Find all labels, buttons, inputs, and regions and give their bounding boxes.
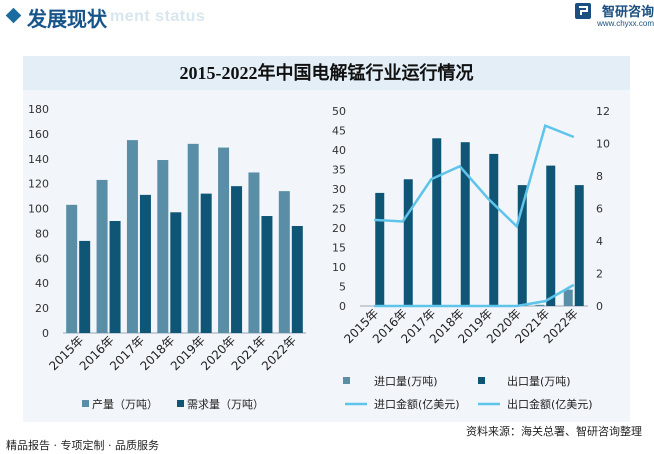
left-y-tick-label: 180 [28, 103, 49, 116]
export-volume-bar [375, 192, 385, 306]
right-chart-left-y-tick-label: 50 [332, 105, 346, 118]
right-chart-left-y-tick-label: 5 [339, 281, 346, 294]
legend-swatch-production [82, 400, 89, 407]
export-volume-bar [460, 142, 470, 306]
legend-label-export-value: 出口金额(亿美元) [507, 397, 593, 411]
legend-swatch-export-volume [478, 377, 485, 384]
production-bar [126, 140, 138, 333]
left-y-tick-label: 120 [28, 178, 49, 191]
demand-bar [109, 221, 121, 333]
footer-tagline: 精品报告 · 专项定制 · 品质服务 [6, 439, 159, 452]
production-bar [278, 191, 290, 333]
charts-svg: 0204060801001201401601802015年2016年2017年2… [28, 103, 610, 411]
import-value-line [374, 283, 575, 308]
import-volume-bar [563, 289, 573, 306]
header-bar: 发展现状 ment status 智研咨询 www.chyxx.com [0, 0, 654, 34]
brand-name: 智研咨询 [601, 5, 654, 20]
production-bar [187, 143, 199, 333]
demand-bar [261, 216, 273, 333]
right-chart-left-y-tick-label: 40 [332, 144, 346, 157]
left-y-tick-label: 140 [28, 153, 49, 166]
demand-bar [139, 194, 151, 333]
production-bar [157, 160, 169, 333]
export-volume-bar [432, 138, 442, 306]
production-bar [218, 147, 230, 333]
legend-label-production: 产量（万吨） [92, 397, 158, 411]
right-chart-right-y-tick-label: 4 [596, 235, 603, 248]
right-chart-left-y-tick-label: 30 [332, 183, 346, 196]
right-chart-left-y-tick-label: 35 [332, 164, 346, 177]
left-y-tick-label: 160 [28, 128, 49, 141]
right-chart-right-y-tick-label: 12 [596, 105, 610, 118]
right-chart-right-y-tick-label: 0 [596, 300, 603, 313]
right-chart-left-y-tick-label: 0 [339, 300, 346, 313]
left-y-tick-label: 40 [35, 277, 49, 290]
demand-bar [79, 240, 91, 333]
right-chart-right-y-tick-label: 10 [596, 138, 610, 151]
export-volume-bar [517, 185, 527, 306]
chart-title: 2015-2022年中国电解锰行业运行情况 [179, 63, 474, 83]
production-bar [66, 204, 78, 333]
right-chart-left-y-tick-label: 15 [332, 242, 346, 255]
chart-title-band: 2015-2022年中国电解锰行业运行情况 [23, 56, 630, 90]
legend-label-import-volume: 进口量(万吨) [374, 375, 438, 388]
export-volume-bar [403, 179, 413, 306]
right-chart-right-y-tick-label: 8 [596, 170, 603, 183]
demand-bar [170, 212, 182, 333]
left-y-tick-label: 0 [42, 327, 49, 340]
right-chart-left-y-tick-label: 20 [332, 222, 346, 235]
left-y-tick-label: 100 [28, 203, 49, 216]
left-y-tick-label: 80 [35, 227, 49, 240]
left-y-tick-label: 60 [35, 252, 49, 265]
legend-label-demand: 需求量（万吨） [187, 398, 264, 411]
brand-url: www.chyxx.com [597, 19, 654, 28]
section-title: 发展现状 [27, 7, 107, 31]
export-volume-bar [489, 153, 499, 306]
legend-label-export-volume: 出口量(万吨) [507, 374, 571, 388]
left-y-tick-label: 20 [35, 302, 49, 315]
legend-swatch-import-volume [343, 377, 350, 384]
production-bar [96, 179, 108, 333]
legend-label-import-value: 进口金额(亿美元) [374, 397, 460, 411]
demand-bar [200, 193, 212, 333]
section-subtitle: ment status [110, 8, 206, 25]
brand-logo-icon [575, 3, 591, 19]
right-chart-left-y-tick-label: 45 [332, 125, 346, 138]
right-chart-right-y-tick-label: 6 [596, 203, 603, 216]
left-x-tick-label: 2022年 [259, 333, 299, 373]
demand-bar [291, 225, 303, 333]
legend-swatch-demand [177, 400, 184, 407]
chart-area: 0 20 40 60 80 100 120 140 160 180 2015年 2016年 2017年 2… [23, 90, 630, 422]
section-diamond-icon [5, 7, 22, 24]
right-chart-left-y-tick-label: 25 [332, 203, 346, 216]
production-bar [248, 172, 260, 333]
export-volume-bar [574, 185, 584, 306]
import-volume-bar [535, 304, 545, 306]
footer-source: 资料来源：海关总署、智研咨询整理 [466, 425, 642, 438]
right-chart-left-y-tick-label: 10 [332, 261, 346, 274]
export-value-line [374, 123, 575, 229]
demand-bar [231, 186, 243, 333]
right-chart-right-y-tick-label: 2 [596, 268, 603, 281]
export-volume-bar [546, 165, 556, 306]
